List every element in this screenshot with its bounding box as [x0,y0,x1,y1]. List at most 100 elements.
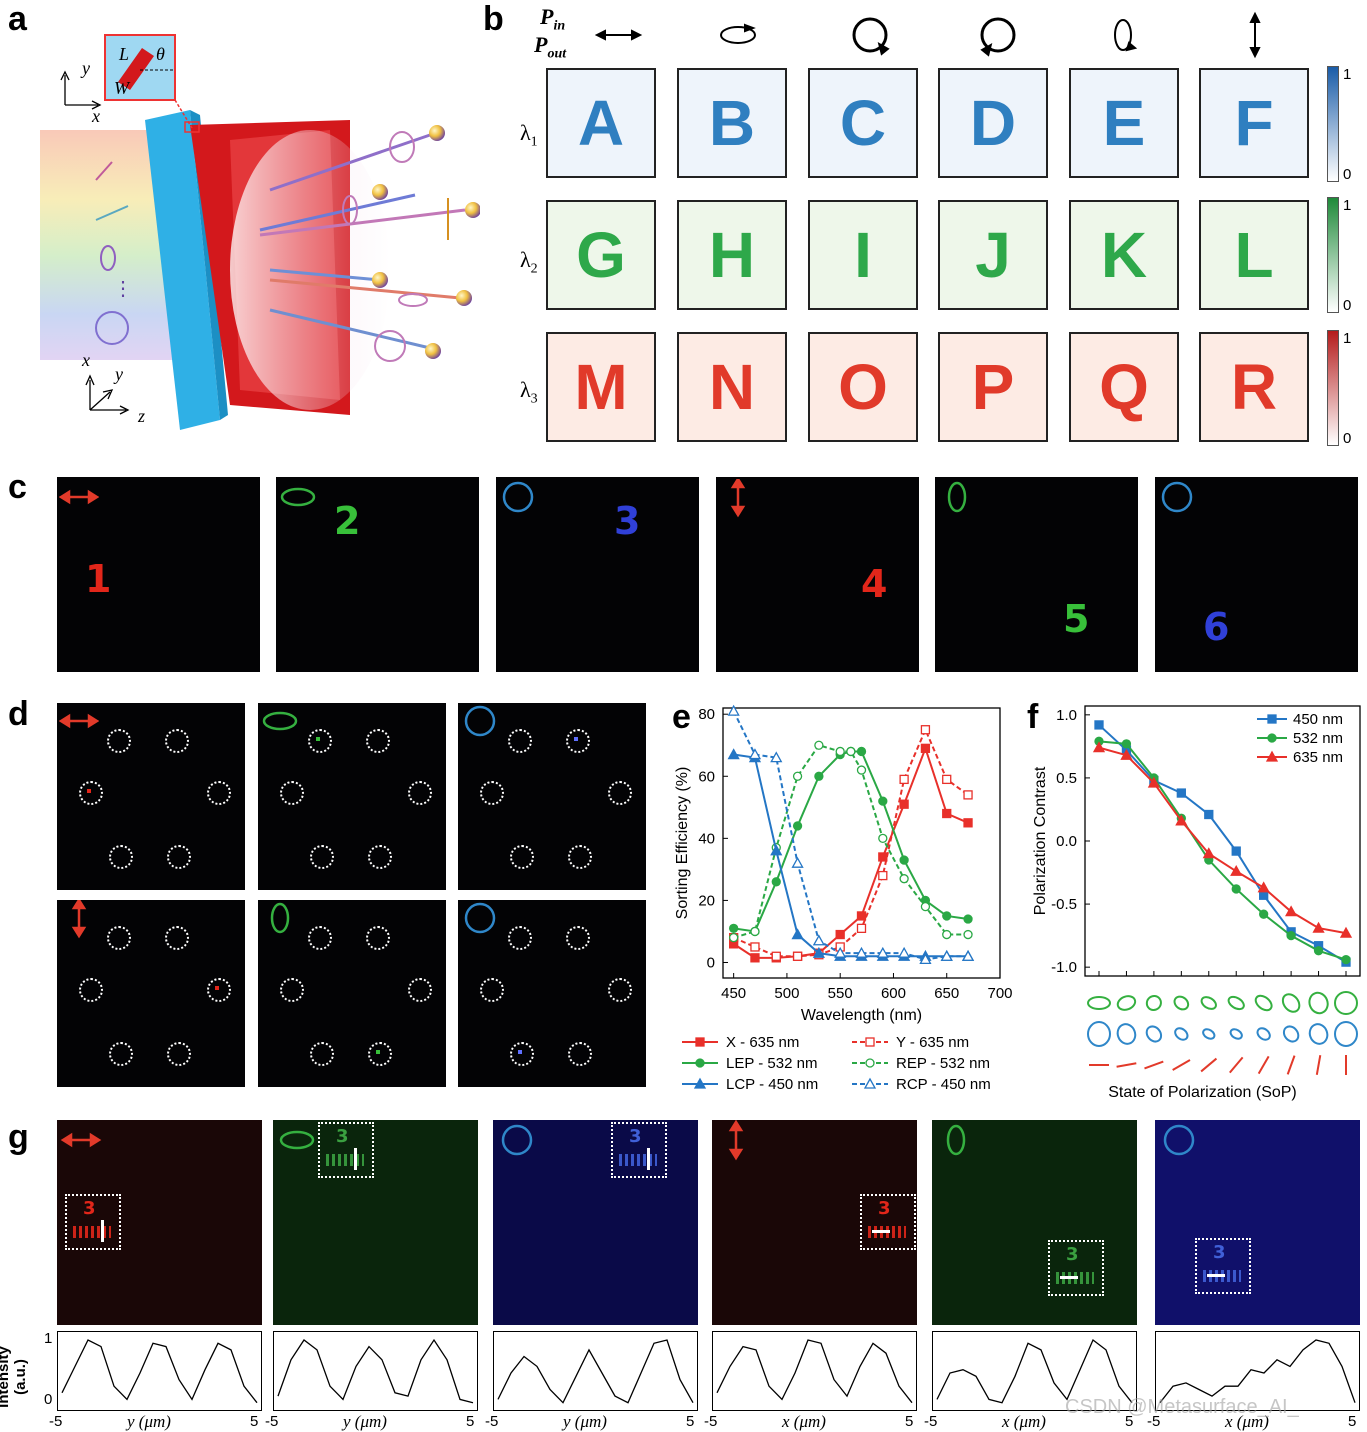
polarization-icon [730,479,746,518]
legend-label: REP - 532 nm [896,1055,990,1072]
intensity-profile [712,1331,917,1411]
detector-region-circle [310,1042,334,1066]
imaging-frame: 3 [57,1120,262,1325]
profile-line [716,1339,913,1404]
x-axis-label: y (μm) [343,1412,387,1431]
data-point [1231,884,1241,894]
hologram-digit: 2 [334,499,361,543]
letter-tile: D [938,68,1048,178]
x-axis-label: x (μm) [1225,1412,1269,1431]
detector-region-circle [310,845,334,869]
sop-icon [1227,995,1245,1011]
detector-region-circle [207,781,231,805]
series-line [1098,746,1347,935]
data-point [1339,926,1353,938]
focal-spot [215,986,219,990]
intensity-profile [57,1331,262,1411]
data-point [1267,733,1277,743]
data-point [750,926,760,937]
y-tick-label: 20 [698,892,715,909]
panel-label-e: e [672,698,691,736]
y-tick-label: 0.0 [1056,833,1077,850]
sop-icon [1257,1055,1270,1075]
detector-region-circle [366,729,390,753]
detector-region-circle [167,1042,191,1066]
series-line [733,727,969,958]
hologram-frame: 2 [276,477,479,672]
letter-tile: K [1069,200,1179,310]
data-point [814,771,824,781]
x-tick-label: -5 [1147,1413,1161,1430]
data-point [856,746,867,757]
polarization-icon [502,481,534,513]
elliptical-tall-icon [270,902,290,934]
detector-region-circle [568,1042,592,1066]
axis-label-x-top: x [92,106,100,126]
hologram-digit: 6 [1203,605,1230,649]
target-digit: 3 [1213,1242,1226,1263]
intensity-profile [1155,1331,1360,1411]
data-point [942,911,952,921]
intensity-ylabel: Intensity (a.u.) [0,1346,29,1408]
sop-icon [1173,995,1190,1011]
intensity-profile [932,1331,1137,1411]
sop-icon [1334,1021,1358,1047]
intensity-curve [61,1339,258,1404]
profile-line [277,1338,474,1404]
data-point [940,949,953,961]
data-point [878,852,888,862]
polarization-icon [501,1124,533,1156]
elliptical-flat-icon [720,23,756,44]
detector-region-circle [568,845,592,869]
sop-icon [1256,1027,1271,1041]
focal-spot [87,789,91,793]
elliptical-flat-icon [280,487,316,507]
elliptical-tall-icon [947,481,967,513]
data-point [770,844,783,856]
sop-icon [1087,1021,1111,1047]
axis-label-z-bottom: z [138,406,146,426]
linear-horizontal-icon [595,29,643,41]
letter-tile: G [546,200,656,310]
detector-region-circle [207,978,231,1002]
polarization-icon [262,711,298,731]
detector-region-circle [508,926,532,950]
sop-icon [1229,1056,1244,1074]
data-point [855,946,868,958]
series-line [733,753,969,958]
legend-label: LCP - 450 nm [726,1076,818,1093]
data-point [1175,814,1188,826]
data-point [1094,720,1104,730]
target-digit: 3 [336,1126,349,1147]
detector-region-circle [480,781,504,805]
hologram-digit: 5 [1063,597,1090,641]
inset-label-L: L [119,44,130,64]
profile-line [1159,1339,1356,1404]
detector-region-circle [107,926,131,950]
data-point [729,923,739,933]
linear-horizontal-icon [59,489,99,505]
imaging-frame: 3 [932,1120,1137,1325]
hologram-frame: 6 [1155,477,1358,672]
data-point [942,774,952,785]
colorbar-green [1327,197,1339,313]
profile-cut-line [647,1148,650,1170]
data-point [792,771,803,781]
colorbar-red-max: 1 [1343,330,1352,347]
hologram-frame: 3 [496,477,699,672]
data-point [1120,748,1133,760]
detector-region-circle [165,926,189,950]
data-point [963,818,973,828]
legend-label: LEP - 532 nm [726,1055,817,1072]
y-axis-label: Sorting Efficiency (%) [674,767,691,920]
series-line [1098,724,1347,963]
detector-region-circle [165,729,189,753]
x-tick-label: -5 [265,1413,279,1430]
data-point [878,870,888,881]
data-point [961,949,975,961]
target-digit: 3 [878,1198,891,1219]
y-tick-label: 40 [698,830,715,847]
polarization-icon [279,1130,315,1150]
hologram-frame: 5 [935,477,1138,672]
intensity-curve [497,1339,694,1404]
